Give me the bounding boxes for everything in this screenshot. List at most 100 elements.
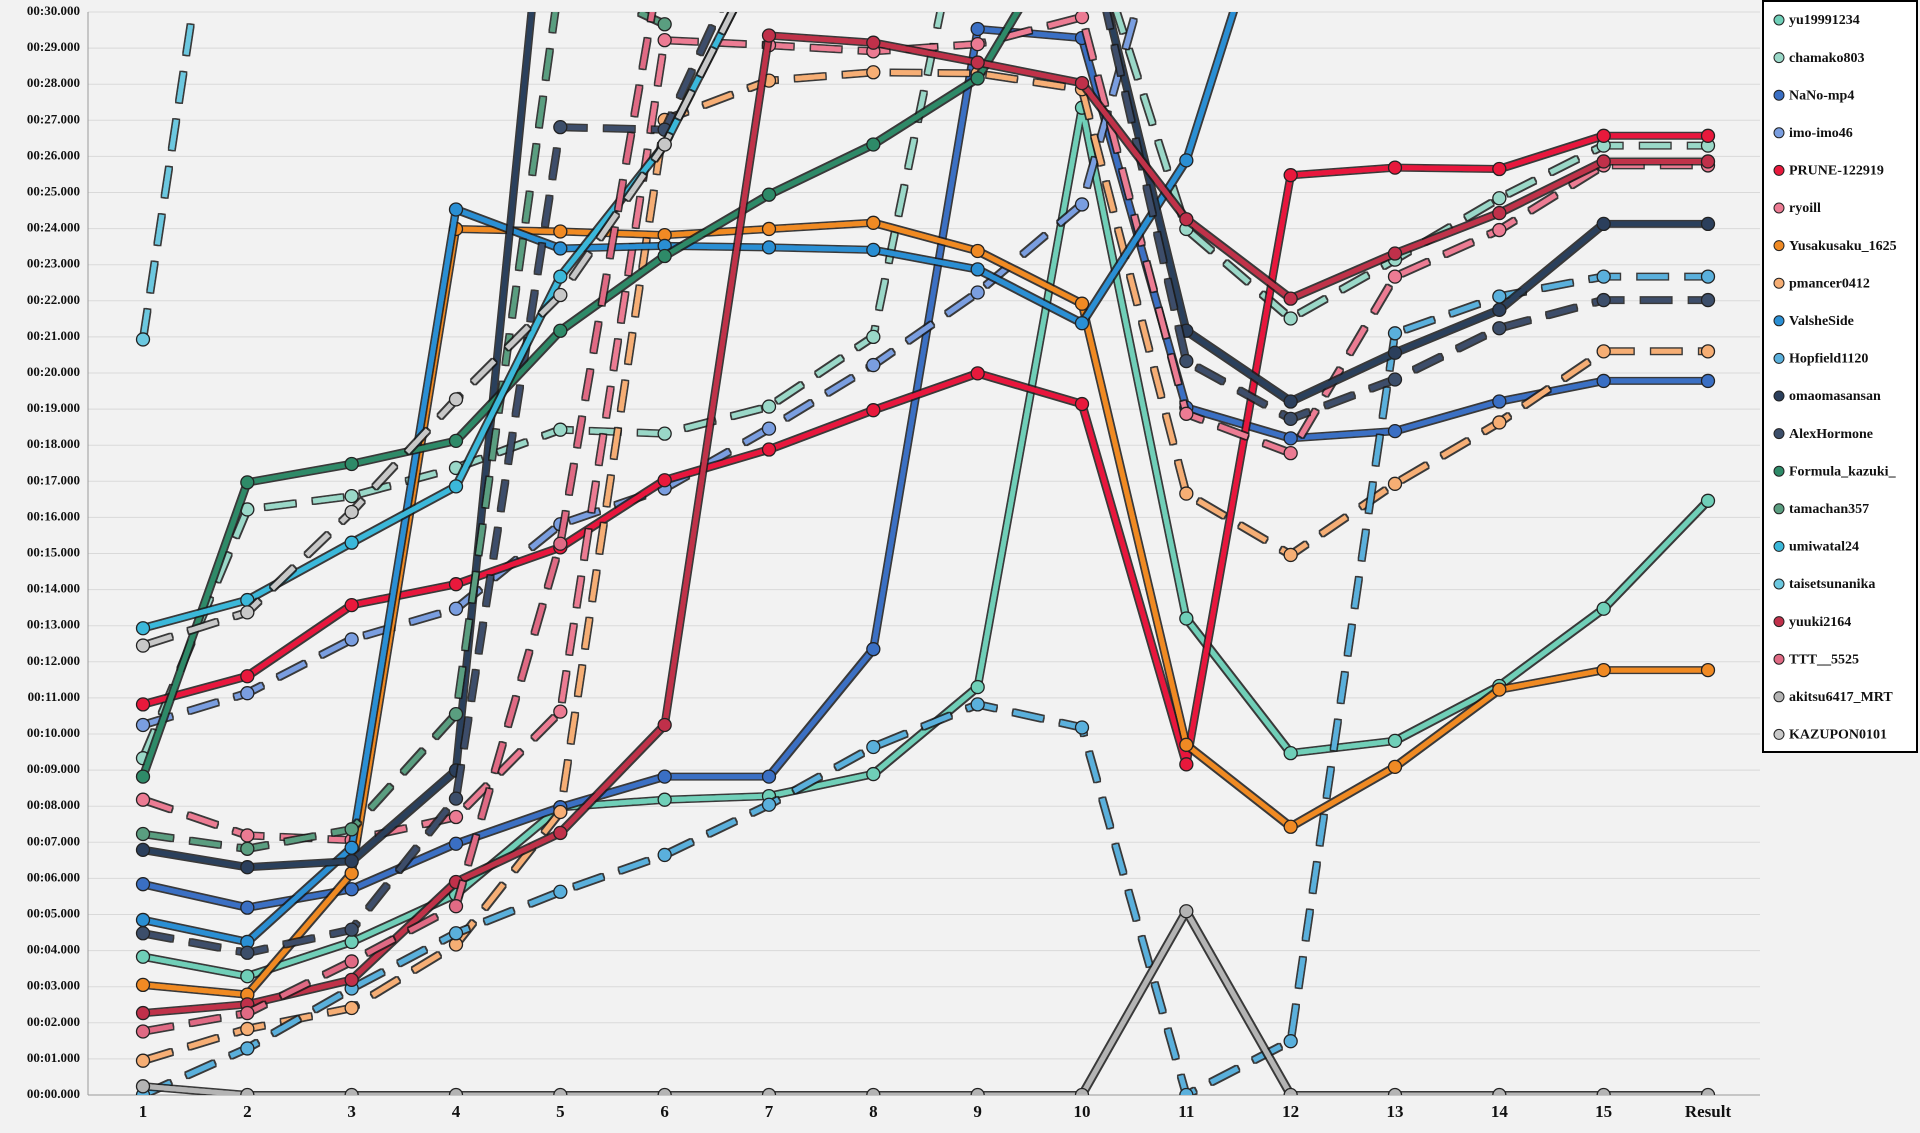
y-tick-label: 00:29.000 — [27, 39, 80, 54]
data-point — [344, 922, 359, 937]
data-point — [344, 934, 359, 950]
legend-label: ValsheSide — [1789, 314, 1854, 329]
y-tick-label: 00:10.000 — [27, 725, 80, 740]
y-tick-label: 00:08.000 — [27, 797, 80, 812]
data-point — [240, 945, 255, 960]
data-point — [344, 535, 359, 550]
data-point — [1596, 128, 1611, 143]
data-point — [866, 1087, 881, 1095]
data-point — [135, 826, 151, 842]
y-tick-label: 00:18.000 — [27, 436, 80, 451]
data-point — [657, 1087, 672, 1095]
data-point — [1492, 222, 1507, 238]
data-point — [135, 1005, 151, 1021]
legend-marker — [1773, 728, 1785, 740]
y-tick-label: 00:02.000 — [27, 1014, 80, 1029]
data-point — [1283, 745, 1298, 761]
y-tick-label: 00:12.000 — [27, 653, 80, 668]
data-point — [761, 187, 777, 202]
x-tick-label: 14 — [1491, 1102, 1509, 1121]
data-point — [1179, 212, 1194, 227]
y-tick-label: 00:05.000 — [27, 905, 80, 920]
data-point — [135, 877, 151, 892]
data-point — [970, 262, 985, 277]
data-point — [1700, 154, 1716, 169]
legend-label: omaomasansan — [1789, 389, 1881, 404]
y-tick-label: 00:21.000 — [27, 328, 80, 343]
data-point — [866, 739, 881, 755]
data-point — [970, 71, 985, 86]
x-tick-label: 5 — [556, 1102, 565, 1121]
data-point — [970, 21, 985, 37]
data-point — [1700, 493, 1716, 508]
series-line — [140, 12, 1021, 778]
data-point — [1700, 292, 1716, 308]
legend-label: NaNo-mp4 — [1789, 88, 1854, 103]
data-point — [553, 1087, 568, 1095]
axis-labels: 00:00.000 00:01.000 00:02.000 00:03.000 00:0… — [27, 3, 1732, 1121]
legend-marker — [1773, 14, 1785, 26]
data-point — [1283, 445, 1298, 461]
legend-label: AlexHormone — [1789, 427, 1873, 442]
data-point — [1283, 168, 1298, 183]
data-point — [135, 977, 151, 993]
data-point — [1387, 423, 1403, 439]
data-point — [1283, 411, 1298, 426]
data-point — [1283, 547, 1298, 563]
data-point — [970, 679, 985, 695]
x-tick-label: 11 — [1178, 1102, 1194, 1121]
data-point — [657, 426, 672, 441]
data-point — [135, 638, 151, 653]
data-point — [657, 792, 672, 807]
x-tick-label: 1 — [139, 1102, 148, 1121]
y-tick-label: 00:11.000 — [28, 689, 80, 704]
data-point — [1596, 601, 1611, 616]
legend-label: tamachan357 — [1789, 502, 1869, 517]
y-tick-label: 00:09.000 — [27, 761, 80, 776]
x-tick-label: 7 — [765, 1102, 774, 1121]
data-point — [344, 597, 359, 613]
data-point — [344, 504, 359, 520]
data-point — [1492, 682, 1507, 697]
data-point — [1387, 1087, 1403, 1095]
data-point — [657, 137, 672, 152]
legend-marker — [1773, 691, 1785, 703]
x-tick-label: 13 — [1387, 1102, 1404, 1121]
data-point — [1283, 394, 1298, 409]
data-point — [448, 791, 464, 806]
legend-label: yu19991234 — [1789, 13, 1860, 28]
data-point — [1387, 372, 1403, 387]
data-point — [1596, 344, 1611, 359]
x-tick-label: 6 — [660, 1102, 669, 1121]
data-point — [866, 242, 881, 258]
data-point — [240, 828, 255, 843]
data-point — [448, 601, 464, 616]
y-tick-label: 00:15.000 — [27, 544, 80, 559]
data-point — [1387, 269, 1403, 284]
legend-label: imo-imo46 — [1789, 126, 1853, 141]
x-tick-label: 3 — [347, 1102, 356, 1121]
data-point — [240, 1087, 255, 1095]
data-point — [240, 1041, 255, 1056]
data-point — [1492, 1087, 1507, 1095]
y-tick-label: 00:26.000 — [27, 147, 80, 162]
data-point — [135, 1024, 151, 1039]
legend-marker — [1773, 503, 1785, 515]
data-point — [135, 717, 151, 733]
data-point — [866, 642, 881, 657]
data-point — [1283, 1034, 1298, 1049]
data-point — [970, 243, 985, 259]
x-tick-label: 9 — [973, 1102, 982, 1121]
data-point — [657, 33, 672, 48]
data-point — [1700, 128, 1716, 143]
x-tick-label: 4 — [452, 1102, 461, 1121]
x-tick-label: 12 — [1282, 1102, 1299, 1121]
data-point — [1387, 476, 1403, 491]
data-point — [344, 1087, 359, 1095]
data-point — [553, 287, 568, 303]
data-point — [1387, 326, 1403, 341]
data-point — [657, 248, 672, 264]
series-line — [142, 12, 736, 631]
data-point — [1596, 154, 1611, 169]
